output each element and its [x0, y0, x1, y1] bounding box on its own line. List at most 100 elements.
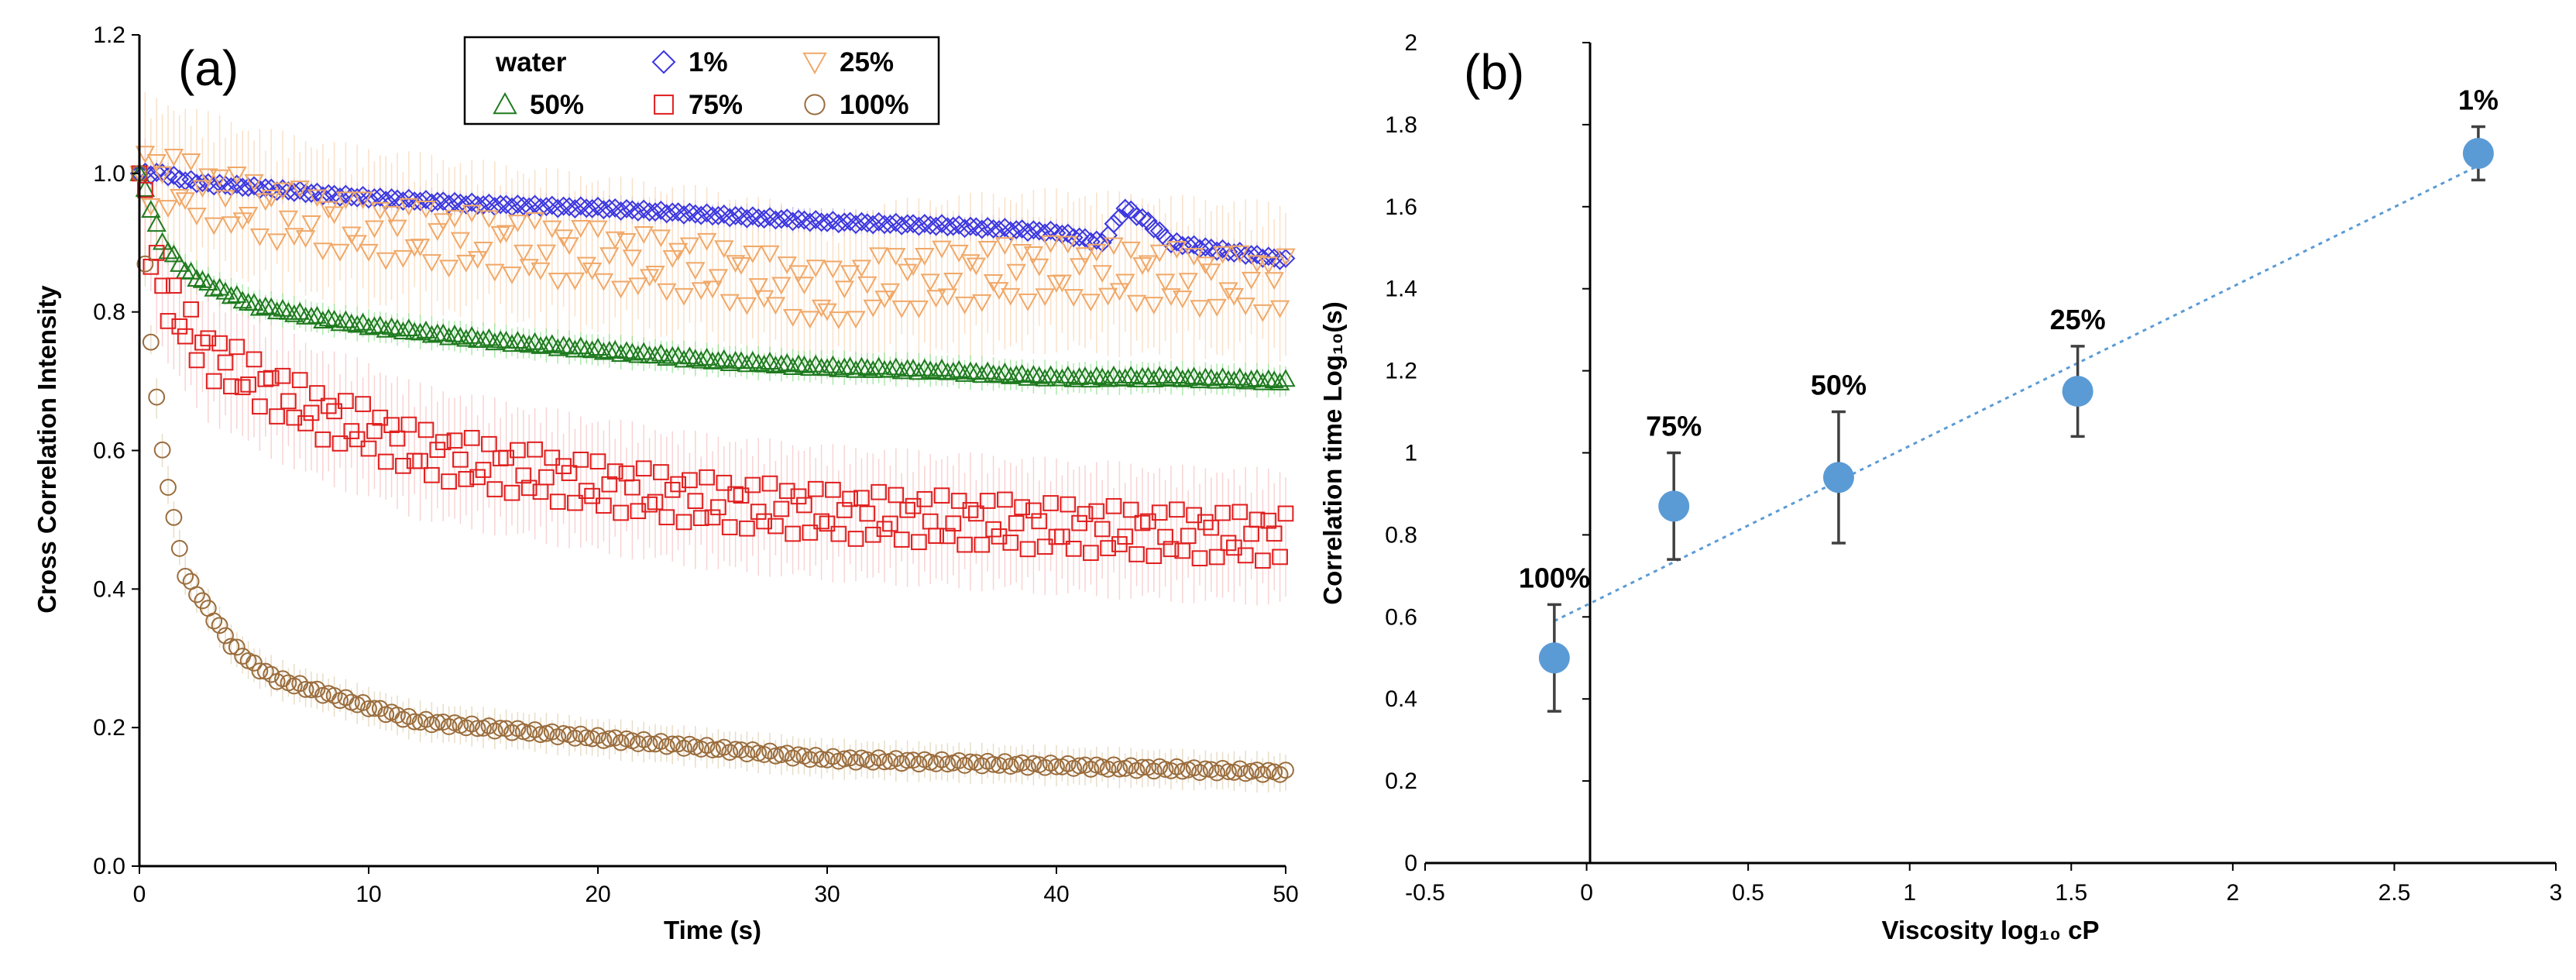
a-data-point [805, 260, 826, 278]
a-data-point [1077, 506, 1094, 522]
a-data-point [549, 493, 566, 510]
a-data-point [1249, 762, 1266, 779]
a-data-point [1070, 757, 1088, 775]
a-data-point [682, 472, 698, 489]
a-data-point [943, 272, 963, 291]
a-data-point [1180, 528, 1197, 545]
a-data-point [675, 514, 692, 531]
a-data-point [244, 174, 264, 192]
a-data-point [513, 333, 534, 352]
a-data-point [696, 232, 717, 251]
legend-label: 50% [530, 90, 584, 120]
a-data-point [675, 739, 692, 757]
a-data-point [874, 215, 895, 235]
a-data-point [903, 258, 923, 277]
a-data-point [381, 205, 402, 224]
a-data-point [737, 354, 757, 373]
a-data-point [1197, 514, 1214, 531]
a-data-point [352, 191, 373, 210]
a-data-point [400, 416, 417, 433]
a-data-point [468, 195, 488, 215]
a-data-point [1235, 371, 1255, 390]
a-data-point [194, 334, 211, 351]
a-data-point [503, 724, 520, 741]
a-data-point [748, 278, 768, 296]
b-x-tick-label: 0 [1580, 880, 1593, 906]
a-data-point [181, 170, 201, 190]
a-data-point [416, 190, 436, 209]
a-data-point [893, 531, 910, 548]
a-data-point [507, 215, 528, 233]
a-data-point [578, 729, 596, 747]
a-data-point [387, 219, 407, 238]
a-data-point [473, 195, 493, 215]
a-data-point [479, 210, 500, 229]
a-data-point [192, 270, 213, 288]
a-data-point [1001, 221, 1021, 241]
a-data-point [1082, 760, 1100, 778]
a-data-point [188, 586, 205, 603]
a-data-point [812, 212, 832, 232]
a-data-point [163, 244, 184, 263]
a-data-point [154, 277, 170, 294]
a-data-point [1065, 541, 1082, 557]
a-data-point [376, 319, 396, 338]
a-data-point [330, 243, 350, 262]
a-data-point [1001, 287, 1021, 306]
a-data-point [760, 245, 780, 263]
a-data-point [548, 338, 568, 356]
a-data-point [1276, 369, 1296, 387]
a-data-point [702, 206, 723, 226]
a-data-point [846, 311, 866, 329]
a-data-point [939, 528, 956, 545]
a-data-point [1178, 368, 1198, 387]
a-data-point [1191, 550, 1208, 567]
a-data-point [1087, 243, 1107, 262]
b-point-label: 75% [1646, 411, 1702, 442]
a-data-point [1207, 298, 1227, 317]
a-data-point [450, 326, 471, 345]
a-data-point [576, 256, 596, 275]
a-data-point [721, 519, 738, 535]
a-data-point [727, 486, 744, 503]
a-data-point [364, 220, 385, 239]
a-data-point [146, 154, 167, 172]
a-data-point [834, 212, 854, 232]
a-data-point [720, 353, 740, 371]
legend-marker [654, 95, 674, 115]
a-data-point [359, 243, 379, 262]
a-x-label: Time (s) [664, 916, 761, 944]
a-data-point [761, 475, 778, 492]
a-data-point [473, 242, 493, 260]
a-data-point [335, 184, 355, 205]
a-data-point [221, 286, 242, 304]
a-data-point [135, 179, 156, 197]
legend-title-water: water [495, 47, 567, 77]
a-data-point [1006, 263, 1026, 282]
a-data-point [406, 713, 424, 731]
a-data-point [158, 167, 178, 187]
a-data-point [1264, 370, 1284, 389]
a-data-point [622, 249, 643, 268]
b-point-50pct: 50% [1811, 370, 1867, 545]
a-data-point [1070, 227, 1090, 247]
a-data-point [257, 370, 274, 387]
a-y-tick-label: 0.4 [93, 576, 125, 602]
a-data-point [1094, 521, 1111, 538]
a-data-point [846, 359, 866, 378]
a-data-point [446, 432, 463, 449]
a-data-point [834, 357, 854, 376]
a-data-point [915, 358, 935, 377]
a-data-point [1149, 244, 1170, 263]
a-data-point [950, 751, 968, 769]
a-data-point [1018, 222, 1038, 242]
legend-marker [804, 94, 826, 115]
a-data-point [309, 385, 325, 401]
a-data-point [864, 753, 882, 771]
a-data-point [320, 397, 337, 414]
b-x-label: Viscosity log₁₀ cP [1881, 916, 2099, 944]
a-data-point [1252, 372, 1273, 390]
a-data-point [1052, 274, 1073, 293]
a-data-point [805, 354, 826, 373]
a-data-point [228, 638, 246, 656]
